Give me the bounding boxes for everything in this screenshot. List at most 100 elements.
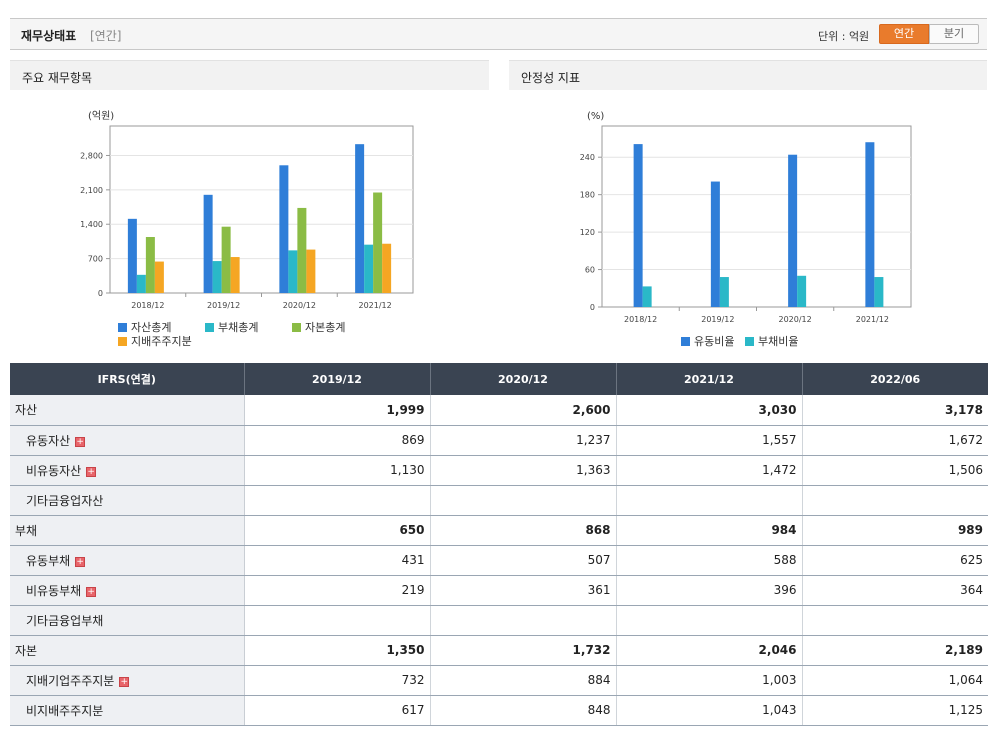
key-items-panel: 주요 재무항목 (억원) 0 700 1,400 2,100 2,800 2018/12 20… [10, 60, 489, 362]
annual-toggle-button[interactable]: 연간 [879, 24, 929, 44]
bar-자본총계 [221, 226, 231, 293]
quarter-toggle-button[interactable]: 분기 [929, 24, 979, 44]
legend-label: 부채비율 [758, 335, 798, 348]
bar-부채비율 [797, 275, 807, 307]
section-header: 재무상태표 [연간] 단위 : 억원 연간 분기 [10, 18, 987, 50]
value-cell: 2,600 [430, 395, 617, 426]
y-tick-label: 0 [98, 289, 103, 298]
table-row: 기타금융업부채 [10, 605, 988, 636]
legend-swatch [118, 323, 127, 332]
table-row: 부채 650 868 984 989 [10, 515, 988, 546]
stability-panel: 안정성 지표 (%) 0 60 120 180 240 2018/12 2019/12 2020… [509, 60, 987, 362]
row-label: 부채 [10, 515, 245, 546]
value-cell: 884 [430, 665, 617, 696]
value-cell: 989 [802, 515, 988, 546]
value-cell: 1,350 [244, 635, 431, 666]
value-cell: 507 [430, 545, 617, 576]
row-label-text: 자산 [15, 403, 38, 418]
value-cell: 1,125 [802, 695, 988, 726]
row-label-text: 유동자산 [26, 433, 71, 448]
bar-자본총계 [297, 207, 307, 293]
bar-유동비율 [788, 154, 798, 307]
row-label: 기타금융업부채 [10, 605, 245, 636]
bar-부채비율 [874, 277, 884, 307]
expand-plus-icon[interactable]: + [75, 556, 86, 567]
row-label: 기타금융업자산 [10, 485, 245, 516]
row-label: 비지배주주지분 [10, 695, 245, 726]
value-cell: 868 [430, 515, 617, 546]
value-cell [244, 605, 431, 636]
legend-swatch [745, 337, 754, 346]
value-cell: 364 [802, 575, 988, 606]
bar-부채비율 [642, 286, 652, 307]
row-label: 비유동자산 + [10, 455, 245, 486]
balance-sheet-table: IFRS(연결) 2019/12 2020/12 2021/12 2022/06 자산 1… [10, 363, 988, 726]
legend-label: 지배주주지분 [131, 335, 192, 348]
bar-지배주주지분 [230, 257, 240, 293]
value-cell: 625 [802, 545, 988, 576]
legend-label: 자본총계 [305, 321, 345, 334]
period-label: [연간] [90, 29, 122, 43]
legend-swatch [205, 323, 214, 332]
row-label: 지배기업주주지분 + [10, 665, 245, 696]
x-tick-label: 2021/12 [359, 301, 392, 310]
expand-plus-icon[interactable]: + [86, 586, 97, 597]
expand-plus-icon[interactable]: + [75, 436, 86, 447]
y-tick-label: 180 [580, 191, 595, 200]
bar-유동비율 [865, 142, 875, 307]
row-label-text: 비지배주주지분 [26, 703, 104, 718]
bar-부채총계 [136, 274, 146, 293]
x-tick-label: 2020/12 [779, 315, 812, 324]
value-cell [616, 485, 803, 516]
legend-label: 부채총계 [218, 321, 258, 334]
value-cell: 1,732 [430, 635, 617, 666]
bar-자산총계 [279, 165, 289, 293]
value-cell: 617 [244, 695, 431, 726]
value-cell [430, 485, 617, 516]
x-tick-label: 2021/12 [856, 315, 889, 324]
bar-자산총계 [355, 144, 365, 293]
table-row: 비지배주주지분 617 848 1,043 1,125 [10, 695, 988, 726]
bar-유동비율 [633, 144, 643, 307]
row-label-text: 비유동자산 [26, 463, 82, 478]
row-label-text: 부채 [15, 523, 38, 538]
stability-chart: (%) 0 60 120 180 240 2018/12 2019/12 2020/12 2021… [580, 111, 912, 348]
legend-swatch [118, 337, 127, 346]
value-cell: 1,557 [616, 425, 803, 456]
y-tick-label: 120 [580, 228, 595, 237]
table-row: 유동부채 +431 507 588 625 [10, 545, 988, 576]
value-cell: 3,178 [802, 395, 988, 426]
x-tick-label: 2018/12 [624, 315, 657, 324]
value-cell: 732 [244, 665, 431, 696]
legend-label: 유동비율 [694, 335, 734, 348]
bar-부채총계 [364, 244, 374, 293]
y-tick-label: 240 [580, 153, 595, 162]
row-label-text: 기타금융업부채 [26, 613, 104, 628]
stability-title: 안정성 지표 [509, 60, 987, 90]
bar-지배주주지분 [306, 249, 316, 293]
row-label: 유동자산 + [10, 425, 245, 456]
y-tick-label: 700 [88, 255, 103, 264]
table-row: 자산 1,999 2,600 3,030 3,178 [10, 395, 988, 426]
y-tick-label: 60 [585, 266, 595, 275]
value-cell: 848 [430, 695, 617, 726]
value-cell [430, 605, 617, 636]
header-standard: IFRS(연결) [10, 363, 245, 395]
key-items-chart: (억원) 0 700 1,400 2,100 2,800 2018/12 2019/12 202… [80, 110, 414, 348]
y-tick-label: 0 [590, 303, 595, 312]
plot-area [601, 125, 912, 308]
table-row: 기타금융업자산 [10, 485, 988, 516]
table-row: 자본 1,350 1,732 2,046 2,189 [10, 635, 988, 666]
legend-swatch [681, 337, 690, 346]
value-cell: 431 [244, 545, 431, 576]
expand-plus-icon[interactable]: + [119, 676, 130, 687]
expand-plus-icon[interactable]: + [86, 466, 97, 477]
x-tick-label: 2018/12 [131, 301, 164, 310]
value-cell: 1,130 [244, 455, 431, 486]
unit-label: 단위 : 억원 [818, 30, 870, 43]
value-cell [802, 605, 988, 636]
bar-자본총계 [373, 192, 383, 293]
table-row: 지배기업주주지분 +732 884 1,003 1,064 [10, 665, 988, 696]
table-row: 비유동자산 +1,130 1,363 1,472 1,506 [10, 455, 988, 486]
header-period: 2022/06 [802, 363, 988, 395]
